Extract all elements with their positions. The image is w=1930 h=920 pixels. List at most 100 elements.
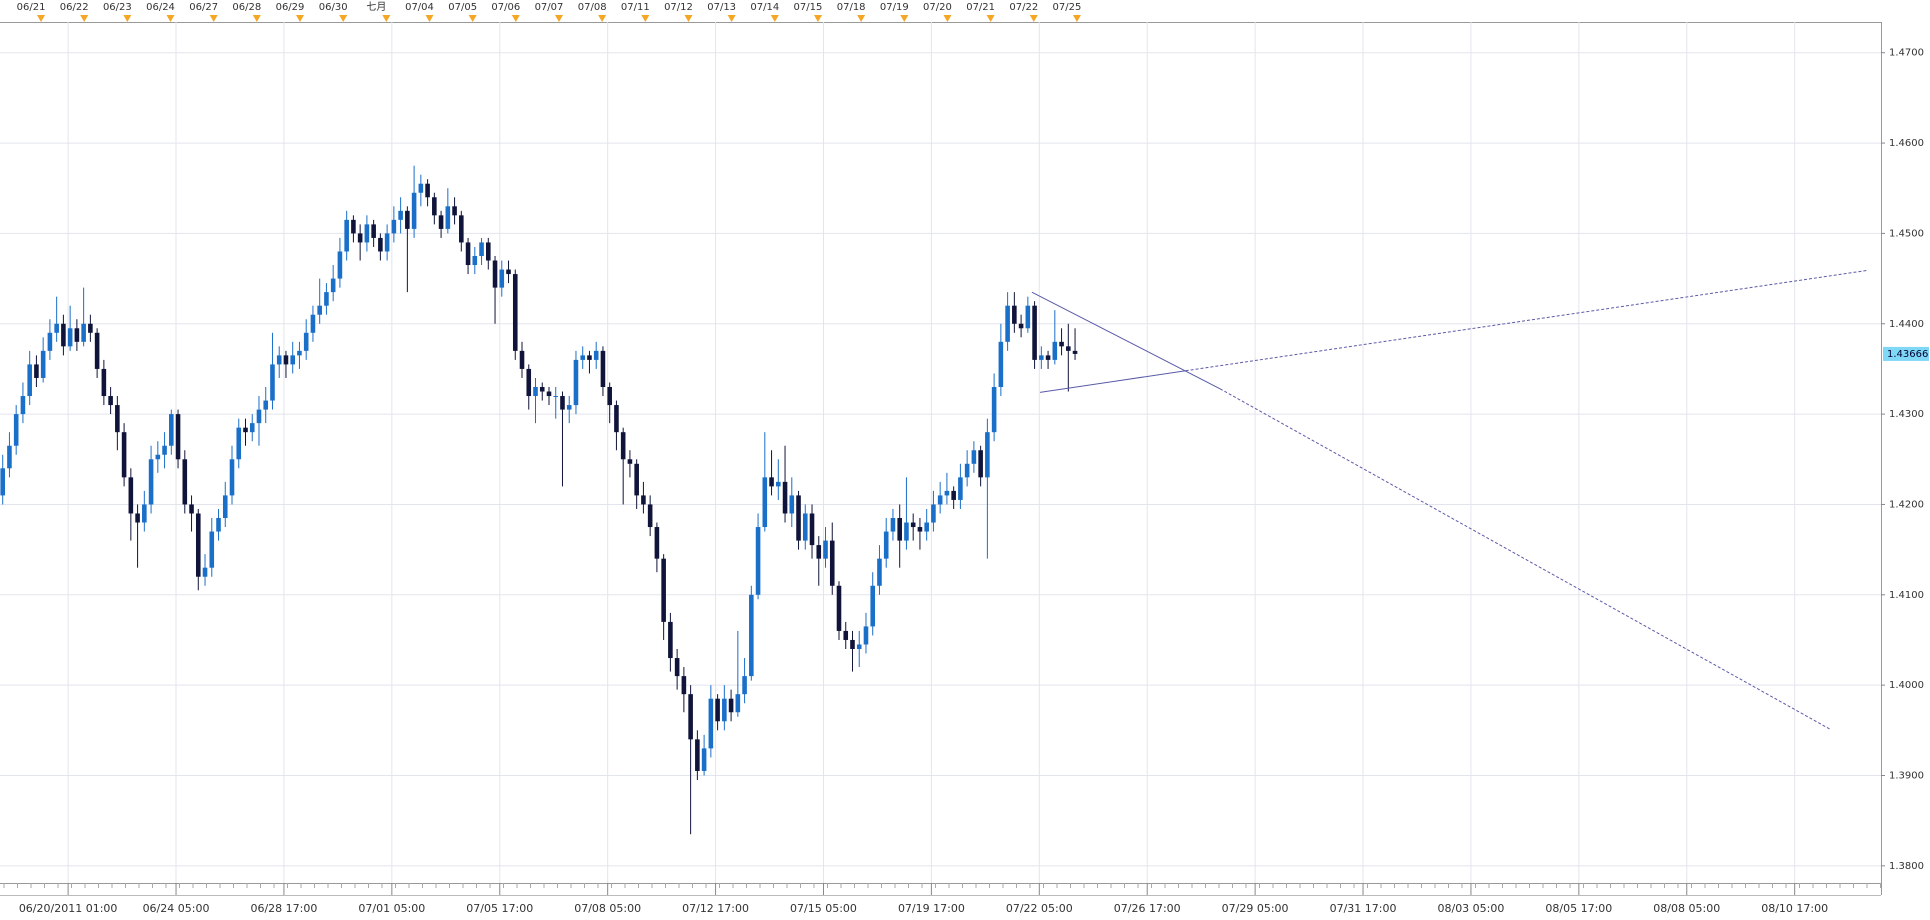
y-tick-label: 1.4200 <box>1889 499 1924 510</box>
candle-body <box>13 414 19 446</box>
x-tick-label: 08/08 05:00 <box>1653 902 1720 915</box>
candle-body <box>189 504 194 514</box>
candle-body <box>506 269 511 275</box>
candle-body <box>546 391 552 397</box>
top-date-label: 06/21 <box>17 2 46 13</box>
candle-body <box>229 459 235 496</box>
candle-body <box>641 495 646 505</box>
candle-body <box>270 364 275 401</box>
candle-body <box>485 242 491 261</box>
candle-body <box>216 518 221 532</box>
candle-body <box>1059 341 1064 347</box>
candle-body <box>438 215 444 229</box>
candle-body <box>115 405 120 433</box>
candle-body <box>985 432 990 478</box>
candle-body <box>162 445 167 455</box>
top-date-label: 06/28 <box>232 2 261 13</box>
candle-body <box>931 504 936 523</box>
candle-body <box>0 468 5 496</box>
day-marker <box>554 15 563 22</box>
top-date-label: 07/25 <box>1053 2 1082 13</box>
top-date-label: 06/29 <box>276 2 305 13</box>
candle-body <box>81 323 86 342</box>
y-tick-label: 1.4400 <box>1889 319 1924 330</box>
candle-body <box>290 355 295 365</box>
candle-body <box>991 386 997 433</box>
x-tick-label: 07/29 05:00 <box>1222 902 1289 915</box>
candle-body <box>324 292 329 306</box>
x-tick-label: 07/19 17:00 <box>898 902 965 915</box>
candle-body <box>519 350 525 369</box>
candle-body <box>600 350 606 387</box>
candle-body <box>1045 355 1051 360</box>
candle-body <box>533 386 538 397</box>
candle-body <box>479 242 484 256</box>
top-date-label: 07/20 <box>923 2 952 13</box>
candle-body <box>512 274 518 351</box>
y-tick-label: 1.4000 <box>1889 680 1924 691</box>
candle-body <box>755 527 761 595</box>
top-date-label: 07/08 <box>578 2 607 13</box>
top-date-label: 07/18 <box>837 2 866 13</box>
candle-body <box>904 522 909 541</box>
x-tick-label: 08/10 17:00 <box>1761 902 1828 915</box>
candle-body <box>67 328 73 347</box>
candle-body <box>796 495 801 541</box>
candle-body <box>883 531 889 559</box>
candle-body <box>1072 350 1078 354</box>
top-date-label: 07/19 <box>880 2 909 13</box>
candle-body <box>1018 323 1024 329</box>
candle-body <box>317 305 322 315</box>
candle-body <box>789 495 795 514</box>
candle-body <box>836 585 842 631</box>
candle-body <box>465 242 471 266</box>
candle-body <box>1039 355 1044 360</box>
candle-body <box>823 540 828 559</box>
day-marker <box>684 15 693 22</box>
candle-body <box>405 210 410 229</box>
candle-body <box>580 355 586 360</box>
candle-body <box>209 531 215 568</box>
candle-body <box>688 694 693 740</box>
top-date-label: 07/12 <box>664 2 693 13</box>
candle-body <box>249 423 255 433</box>
day-marker <box>425 15 434 22</box>
day-marker <box>252 15 261 22</box>
candle-body <box>411 192 417 229</box>
top-date-label: 七月 <box>366 1 386 13</box>
candle-body <box>425 183 430 198</box>
candle-body <box>587 355 592 360</box>
candle-body <box>432 197 437 216</box>
x-tick-label: 07/05 17:00 <box>466 902 533 915</box>
candle-body <box>1052 341 1058 360</box>
candle-body <box>492 260 498 288</box>
candle-body <box>762 477 768 528</box>
candle-body <box>816 545 822 559</box>
candle-body <box>236 427 242 460</box>
candle-body <box>47 332 53 351</box>
candle-body <box>627 459 633 464</box>
day-marker <box>1072 15 1081 22</box>
day-marker <box>598 15 607 22</box>
candle-body <box>142 504 147 523</box>
candle-body <box>357 233 363 243</box>
top-date-label: 06/23 <box>103 2 132 13</box>
candle-body <box>101 368 107 397</box>
candle-body <box>384 233 390 252</box>
candle-body <box>802 513 808 541</box>
trendline <box>1039 370 1186 393</box>
x-tick-label: 06/28 17:00 <box>250 902 317 915</box>
candle-body <box>1032 305 1037 360</box>
candle-body <box>593 350 599 360</box>
x-tick-label: 06/24 05:00 <box>143 902 210 915</box>
candle-body <box>553 396 559 398</box>
y-tick-label: 1.4500 <box>1889 228 1924 239</box>
candle-body <box>40 350 46 378</box>
candle-body <box>910 522 916 528</box>
candle-body <box>1066 346 1071 351</box>
x-tick-label: 08/03 05:00 <box>1437 902 1504 915</box>
x-tick-label: 07/12 17:00 <box>682 902 749 915</box>
day-marker <box>468 15 477 22</box>
candle-body <box>964 463 970 478</box>
